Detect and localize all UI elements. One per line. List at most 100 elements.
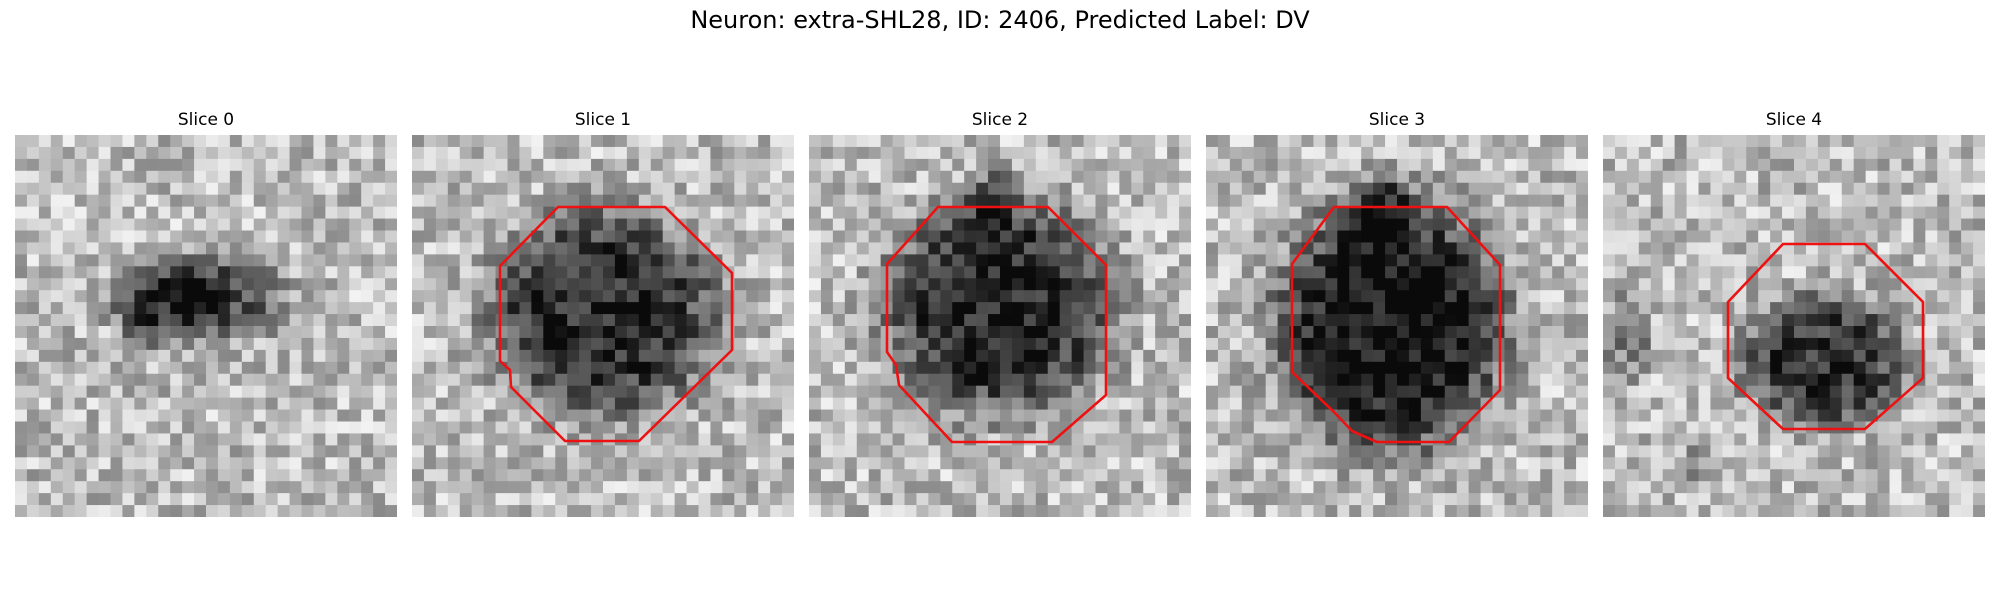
pixel-cell	[146, 337, 159, 351]
pixel-cell	[495, 182, 509, 196]
pixel-cell	[134, 409, 147, 423]
pixel-cell	[1770, 385, 1783, 399]
pixel-cell	[1877, 302, 1891, 315]
pixel-cell	[1179, 409, 1191, 423]
pixel-cell	[122, 326, 135, 339]
pixel-cell	[1877, 135, 1891, 148]
pixel-cell	[289, 242, 303, 255]
pixel-cell	[1564, 302, 1577, 315]
pixel-cell	[206, 337, 219, 351]
pixel-cell	[603, 266, 616, 279]
pixel-cell	[1361, 158, 1374, 172]
pixel-cell	[1059, 170, 1073, 184]
pixel-cell	[1420, 445, 1434, 458]
pixel-cell	[110, 493, 124, 506]
pixel-cell	[1277, 254, 1291, 267]
pixel-cell	[626, 206, 640, 220]
pixel-cell	[844, 254, 858, 267]
pixel-cell	[423, 337, 437, 351]
pixel-cell	[1805, 337, 1819, 351]
pixel-cell	[1107, 266, 1120, 279]
pixel-cell	[1805, 457, 1819, 470]
pixel-cell	[1853, 349, 1867, 363]
pixel-cell	[217, 266, 231, 279]
pixel-cell	[1686, 457, 1700, 470]
pixel-cell	[1686, 337, 1700, 351]
pixel-cell	[289, 349, 303, 363]
pixel-cell	[1277, 349, 1291, 363]
pixel-cell	[74, 242, 88, 255]
pixel-cell	[531, 254, 544, 267]
pixel-cell	[1059, 373, 1073, 387]
pixel-cell	[1241, 337, 1255, 351]
pixel-cell	[110, 266, 124, 279]
pixel-cell	[1131, 326, 1144, 339]
pixel-cell	[1662, 337, 1676, 351]
pixel-cell	[1734, 361, 1747, 375]
pixel-cell	[74, 433, 88, 446]
pixel-cell	[1143, 457, 1156, 470]
pixel-cell	[495, 385, 509, 399]
pixel-cell	[1638, 170, 1652, 184]
pixel-cell	[674, 158, 688, 172]
pixel-cell	[1444, 314, 1458, 327]
pixel-cell	[1432, 135, 1446, 148]
pixel-cell	[349, 349, 362, 363]
pixel-cell	[1349, 326, 1362, 339]
pixel-cell	[1217, 170, 1231, 184]
pixel-cell	[1000, 135, 1013, 148]
pixel-cell	[1877, 218, 1891, 232]
pixel-cell	[1698, 242, 1712, 255]
pixel-cell	[337, 445, 350, 458]
pixel-cell	[1313, 302, 1326, 315]
pixel-cell	[1035, 349, 1049, 363]
pixel-cell	[206, 218, 219, 232]
pixel-cell	[483, 493, 497, 506]
pixel-cell	[194, 182, 207, 196]
pixel-cell	[1035, 326, 1049, 339]
pixel-cell	[158, 135, 171, 148]
pixel-cell	[1047, 302, 1061, 315]
pixel-cell	[1949, 397, 1962, 411]
pixel-cell	[1782, 266, 1795, 279]
pixel-cell	[1059, 278, 1073, 291]
pixel-cell	[289, 385, 303, 399]
pixel-cell	[638, 230, 652, 244]
pixel-cell	[674, 290, 688, 303]
pixel-cell	[217, 158, 231, 172]
pixel-cell	[916, 302, 929, 315]
pixel-cell	[1325, 194, 1338, 208]
figure-title: Neuron: extra-SHL28, ID: 2406, Predicted…	[690, 6, 1310, 34]
pixel-cell	[86, 266, 100, 279]
pixel-cell	[423, 206, 437, 220]
pixel-cell	[1155, 337, 1168, 351]
pixel-cell	[1349, 445, 1362, 458]
pixel-cell	[15, 254, 28, 267]
pixel-cell	[1603, 218, 1616, 232]
pixel-cell	[265, 469, 279, 482]
pixel-cell	[1817, 445, 1831, 458]
pixel-cell	[471, 361, 485, 375]
pixel-cell	[206, 230, 219, 244]
pixel-cell	[1925, 361, 1938, 375]
pixel-cell	[1937, 230, 1950, 244]
pixel-cell	[1206, 278, 1219, 291]
pixel-cell	[940, 445, 953, 458]
pixel-cell	[820, 421, 834, 435]
pixel-cell	[277, 493, 291, 506]
pixel-cell	[1794, 170, 1807, 184]
pixel-cell	[194, 397, 207, 411]
pixel-cell	[1516, 445, 1529, 458]
pixel-cell	[1540, 146, 1553, 160]
pixel-cell	[1444, 266, 1458, 279]
pixel-cell	[603, 135, 616, 148]
pixel-cell	[459, 146, 473, 160]
pixel-cell	[1564, 146, 1577, 160]
pixel-cell	[1674, 146, 1688, 160]
pixel-cell	[579, 194, 592, 208]
pixel-cell	[1674, 170, 1688, 184]
pixel-cell	[1277, 493, 1291, 506]
pixel-cell	[182, 266, 195, 279]
pixel-cell	[579, 493, 592, 506]
pixel-cell	[1564, 314, 1577, 327]
